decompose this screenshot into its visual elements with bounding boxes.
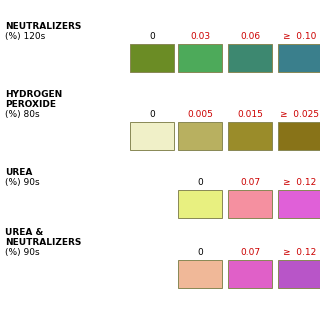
Text: ≥  0.12: ≥ 0.12 bbox=[284, 248, 316, 257]
Text: 0.015: 0.015 bbox=[237, 110, 263, 119]
Text: 0.06: 0.06 bbox=[240, 32, 260, 41]
Text: ≥  0.10: ≥ 0.10 bbox=[283, 32, 317, 41]
Text: ≥  0.12: ≥ 0.12 bbox=[284, 178, 316, 187]
FancyBboxPatch shape bbox=[228, 190, 272, 218]
FancyBboxPatch shape bbox=[178, 260, 222, 288]
Text: ≥  0.025: ≥ 0.025 bbox=[281, 110, 319, 119]
Text: 0: 0 bbox=[197, 178, 203, 187]
FancyBboxPatch shape bbox=[178, 122, 222, 150]
FancyBboxPatch shape bbox=[130, 44, 174, 72]
FancyBboxPatch shape bbox=[278, 44, 320, 72]
Text: 0.07: 0.07 bbox=[240, 178, 260, 187]
Text: 0: 0 bbox=[149, 110, 155, 119]
FancyBboxPatch shape bbox=[178, 190, 222, 218]
Text: UREA: UREA bbox=[5, 168, 32, 177]
Text: (%) 90s: (%) 90s bbox=[5, 178, 40, 187]
Text: 0.005: 0.005 bbox=[187, 110, 213, 119]
Text: NEUTRALIZERS: NEUTRALIZERS bbox=[5, 22, 81, 31]
Text: 0: 0 bbox=[197, 248, 203, 257]
Text: 0.07: 0.07 bbox=[240, 248, 260, 257]
FancyBboxPatch shape bbox=[130, 122, 174, 150]
FancyBboxPatch shape bbox=[228, 44, 272, 72]
FancyBboxPatch shape bbox=[278, 122, 320, 150]
Text: (%) 90s: (%) 90s bbox=[5, 248, 40, 257]
Text: 0: 0 bbox=[149, 32, 155, 41]
FancyBboxPatch shape bbox=[278, 190, 320, 218]
Text: PEROXIDE: PEROXIDE bbox=[5, 100, 56, 109]
Text: 0.03: 0.03 bbox=[190, 32, 210, 41]
FancyBboxPatch shape bbox=[228, 260, 272, 288]
FancyBboxPatch shape bbox=[178, 44, 222, 72]
FancyBboxPatch shape bbox=[278, 260, 320, 288]
Text: (%) 120s: (%) 120s bbox=[5, 32, 45, 41]
FancyBboxPatch shape bbox=[228, 122, 272, 150]
Text: HYDROGEN: HYDROGEN bbox=[5, 90, 62, 99]
Text: NEUTRALIZERS: NEUTRALIZERS bbox=[5, 238, 81, 247]
Text: UREA &: UREA & bbox=[5, 228, 43, 237]
Text: (%) 80s: (%) 80s bbox=[5, 110, 40, 119]
